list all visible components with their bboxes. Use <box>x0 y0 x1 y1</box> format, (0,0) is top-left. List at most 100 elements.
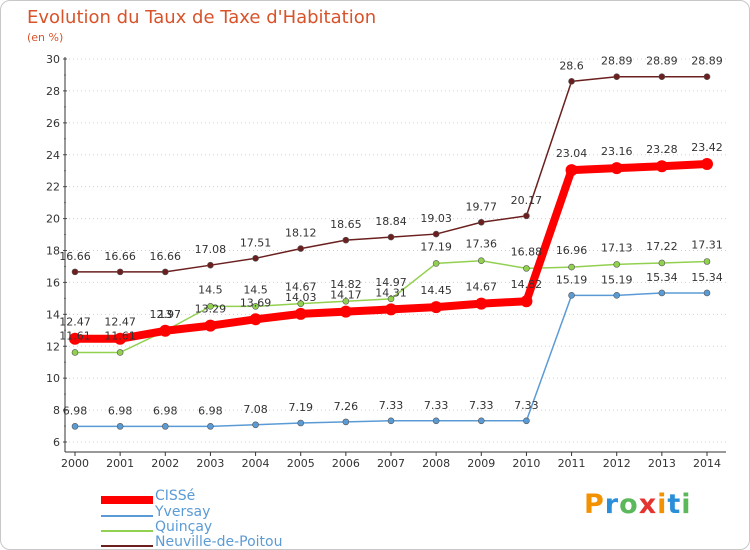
data-point <box>613 292 621 299</box>
legend-item-yversay: Yversay <box>101 504 341 524</box>
legend-item-neuville: Neuville-de-Poitou <box>101 534 341 549</box>
data-label: 7.33 <box>379 399 404 412</box>
data-point <box>207 261 214 269</box>
y-tick-label: 24 <box>46 149 60 162</box>
x-tick-label: 2001 <box>106 457 134 470</box>
x-tick-label: 2014 <box>693 457 721 470</box>
x-tick-label: 2004 <box>242 457 270 470</box>
legend-label-neuville: Neuville-de-Poitou <box>155 534 283 550</box>
x-tick-label: 2000 <box>61 457 89 470</box>
y-tick-label: 28 <box>46 85 60 98</box>
logo-letter: t <box>667 489 682 520</box>
data-point <box>613 73 621 81</box>
data-label: 14.97 <box>375 276 407 289</box>
data-point <box>339 305 352 318</box>
data-label: 17.13 <box>601 241 633 254</box>
data-label: 7.33 <box>469 399 494 412</box>
data-point <box>703 258 711 265</box>
data-point <box>477 218 485 226</box>
series-lines <box>69 73 713 430</box>
data-label: 14.31 <box>375 286 407 299</box>
x-tick-label: 2003 <box>196 457 224 470</box>
data-label: 17.08 <box>195 243 227 256</box>
data-label: 7.33 <box>514 399 539 412</box>
chart-title: Evolution du Taux de Taxe d'Habitation <box>27 7 377 28</box>
data-point <box>658 289 666 297</box>
data-point <box>252 255 259 262</box>
chart-subtitle: (en %) <box>27 31 64 44</box>
data-point <box>432 230 440 238</box>
data-point <box>387 417 395 425</box>
data-label: 17.19 <box>420 240 452 253</box>
data-label: 19.77 <box>466 200 498 213</box>
data-label: 20.17 <box>511 194 543 207</box>
data-point <box>568 292 575 299</box>
data-point <box>71 268 79 276</box>
data-label: 28.6 <box>559 59 584 72</box>
x-tick-label: 2012 <box>603 457 631 470</box>
x-tick-label: 2010 <box>512 457 540 470</box>
x-tick-label: 2013 <box>648 457 676 470</box>
data-point <box>610 162 623 175</box>
data-label: 13.29 <box>195 303 227 316</box>
legend-swatch-quincay <box>101 530 153 532</box>
data-label: 15.19 <box>601 273 633 286</box>
data-point <box>432 260 440 267</box>
y-tick-label: 6 <box>53 436 60 449</box>
legend-swatch-neuville <box>101 545 153 547</box>
legend-label-quincay: Quinçay <box>155 519 213 535</box>
data-point <box>207 303 214 310</box>
data-point <box>71 349 79 356</box>
data-point <box>523 417 530 425</box>
data-point <box>387 295 395 303</box>
logo-letter: i <box>681 489 692 520</box>
data-point <box>342 297 350 305</box>
data-point <box>658 73 666 81</box>
y-tick-label: 14 <box>46 308 60 321</box>
data-point <box>387 233 395 241</box>
data-label: 18.65 <box>330 218 362 231</box>
data-label: 7.08 <box>243 403 268 416</box>
data-label: 28.89 <box>601 55 633 68</box>
data-point <box>297 419 305 427</box>
data-label: 23.42 <box>691 141 723 154</box>
data-label: 6.98 <box>108 404 133 417</box>
y-tick-label: 10 <box>46 372 60 385</box>
x-tick-label: 2008 <box>422 457 450 470</box>
data-label: 12.97 <box>150 308 182 321</box>
data-point <box>477 417 485 425</box>
data-point <box>297 245 305 252</box>
data-label: 15.34 <box>691 271 723 284</box>
data-point <box>523 265 530 272</box>
legend-item-cisse: CISSé <box>101 488 341 508</box>
logo-letter: o <box>619 489 639 520</box>
legend-swatch-yversay <box>101 515 153 517</box>
data-label: 17.31 <box>691 239 723 252</box>
data-label: 7.26 <box>334 400 359 413</box>
data-point <box>114 332 127 345</box>
data-point <box>207 423 214 430</box>
y-tick-label: 22 <box>46 181 60 194</box>
data-label: 11.61 <box>104 329 136 342</box>
data-label: 23.16 <box>601 145 633 158</box>
data-label: 7.33 <box>424 399 449 412</box>
data-point <box>523 212 530 220</box>
y-tick-label: 30 <box>46 53 60 66</box>
data-label: 12.47 <box>104 316 136 329</box>
data-label: 23.04 <box>556 147 588 160</box>
data-label: 6.98 <box>198 404 223 417</box>
data-label: 14.45 <box>420 284 452 297</box>
data-point <box>249 313 262 326</box>
legend-item-quincay: Quinçay <box>101 519 341 539</box>
data-label: 17.51 <box>240 236 272 249</box>
data-label: 14.82 <box>330 278 362 291</box>
data-label: 23.28 <box>646 143 678 156</box>
data-point <box>159 324 172 337</box>
data-point <box>252 303 259 310</box>
data-point <box>342 236 350 244</box>
data-label: 16.66 <box>104 250 136 263</box>
data-label: 17.36 <box>466 238 498 251</box>
data-point <box>475 297 488 310</box>
